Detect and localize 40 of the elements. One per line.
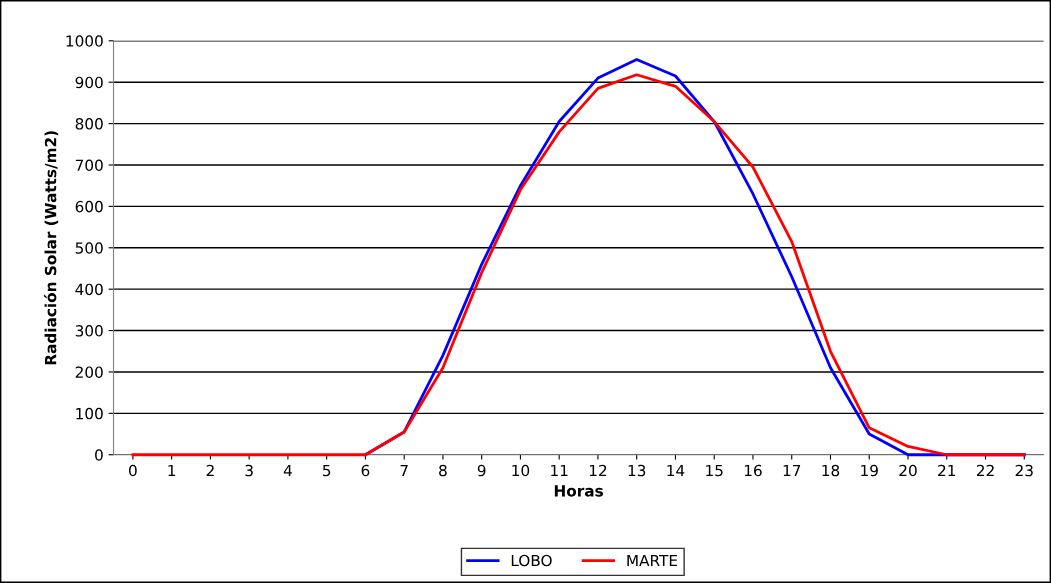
x-tick-label: 3	[245, 464, 253, 477]
y-tick-label: 900	[75, 76, 103, 89]
x-tick-label: 15	[706, 464, 723, 477]
y-axis-title: Radiación Solar (Watts/m2)	[43, 131, 59, 365]
line-series	[131, 73, 1026, 457]
x-tick-label: 11	[551, 464, 568, 477]
y-tick-label: 800	[75, 118, 103, 130]
x-tick-label: 5	[322, 464, 331, 477]
x-tick-label: 23	[1015, 464, 1033, 477]
y-tick-label: 500	[75, 242, 103, 254]
y-tick-label: 400	[75, 283, 103, 296]
y-tick-label: 100	[76, 407, 103, 420]
x-tick-label: 0	[129, 464, 137, 477]
x-tick-label: 17	[783, 464, 801, 477]
x-tick-label: 20	[899, 464, 917, 477]
x-axis-title: Horas	[554, 485, 603, 497]
legend-label: LOBO	[511, 554, 552, 567]
x-tick-label: 10	[512, 464, 530, 477]
y-tick-label: 600	[75, 200, 103, 213]
x-tick-label: 2	[206, 464, 214, 477]
x-tick-label: 4	[283, 464, 292, 477]
x-tick-label: 12	[589, 464, 607, 477]
x-tick-label: 13	[628, 464, 646, 477]
x-tick-label: 1	[168, 464, 176, 477]
y-tick-label: 1000	[66, 35, 103, 47]
x-tick-label: 19	[861, 464, 878, 477]
x-tick-label: 9	[477, 464, 486, 477]
y-tick-label: 0	[95, 449, 103, 461]
x-tick-label: 18	[822, 464, 840, 477]
y-tick-label: 300	[75, 325, 103, 337]
x-tick-label: 22	[976, 464, 994, 477]
y-tick-label: 200	[75, 366, 103, 378]
legend-label: MARTE	[627, 554, 678, 567]
x-tick-label: 7	[400, 464, 408, 477]
x-tick-label: 16	[744, 464, 762, 477]
x-tick-label: 21	[938, 464, 956, 477]
x-tick-label: 6	[361, 464, 370, 477]
y-tick-label: 700	[75, 159, 103, 172]
x-tick-label: 14	[667, 464, 685, 477]
x-tick-label: 8	[439, 464, 447, 477]
